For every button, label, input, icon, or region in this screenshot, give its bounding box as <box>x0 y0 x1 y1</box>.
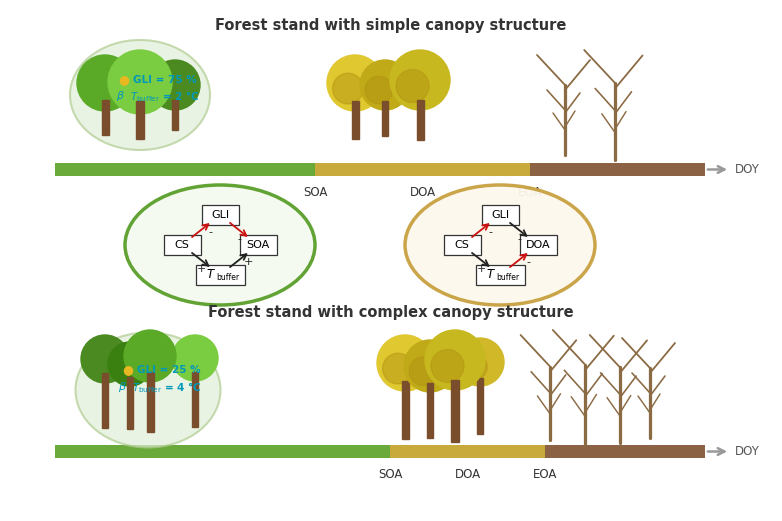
FancyBboxPatch shape <box>351 101 358 139</box>
Text: SOA: SOA <box>303 186 327 199</box>
Circle shape <box>81 335 129 383</box>
Circle shape <box>77 55 133 111</box>
FancyBboxPatch shape <box>545 445 705 458</box>
Text: DOY: DOY <box>735 445 760 458</box>
Text: SOA: SOA <box>378 468 402 481</box>
Text: $\beta$: $\beta$ <box>117 380 127 394</box>
Text: -: - <box>208 227 212 237</box>
Circle shape <box>150 60 200 110</box>
Text: $T$: $T$ <box>206 268 216 281</box>
FancyBboxPatch shape <box>146 371 153 431</box>
Text: DOY: DOY <box>735 163 760 176</box>
Text: DOA: DOA <box>454 468 481 481</box>
Circle shape <box>108 50 172 114</box>
Text: +: + <box>243 257 253 267</box>
Text: -: - <box>518 234 522 244</box>
Text: GLI = 75 %: GLI = 75 % <box>133 75 197 85</box>
Ellipse shape <box>70 40 210 150</box>
FancyBboxPatch shape <box>102 100 109 135</box>
Text: EOA: EOA <box>533 468 558 481</box>
Text: +: + <box>477 264 486 275</box>
Text: CS: CS <box>174 240 189 250</box>
Circle shape <box>360 60 410 110</box>
Text: ●: ● <box>119 73 130 86</box>
FancyBboxPatch shape <box>55 163 315 176</box>
Circle shape <box>431 350 464 382</box>
Text: -: - <box>488 227 492 237</box>
FancyBboxPatch shape <box>443 235 480 255</box>
FancyBboxPatch shape <box>382 101 388 137</box>
FancyBboxPatch shape <box>55 445 390 458</box>
Text: CS: CS <box>454 240 469 250</box>
Circle shape <box>425 330 485 390</box>
Circle shape <box>377 335 433 391</box>
Text: EOA: EOA <box>518 186 542 199</box>
Circle shape <box>404 340 456 392</box>
FancyBboxPatch shape <box>519 235 557 255</box>
Text: Forest stand with complex canopy structure: Forest stand with complex canopy structu… <box>208 305 574 320</box>
FancyBboxPatch shape <box>239 235 277 255</box>
FancyBboxPatch shape <box>451 379 459 441</box>
Circle shape <box>108 342 152 386</box>
FancyBboxPatch shape <box>136 101 144 139</box>
FancyBboxPatch shape <box>401 381 408 439</box>
Text: GLI = 25 %: GLI = 25 % <box>137 365 201 375</box>
Text: buffer: buffer <box>217 272 239 281</box>
Text: ●: ● <box>123 364 134 377</box>
Text: GLI: GLI <box>491 210 509 220</box>
Circle shape <box>382 353 414 384</box>
FancyBboxPatch shape <box>477 378 483 433</box>
FancyBboxPatch shape <box>427 383 433 438</box>
Circle shape <box>365 76 393 104</box>
Circle shape <box>456 338 504 386</box>
Text: $T_{\rm buffer}$ = 4 °C: $T_{\rm buffer}$ = 4 °C <box>132 381 201 395</box>
Ellipse shape <box>125 185 315 305</box>
Text: -: - <box>526 257 530 267</box>
Circle shape <box>396 69 429 103</box>
Circle shape <box>172 335 218 381</box>
FancyBboxPatch shape <box>417 100 424 140</box>
FancyBboxPatch shape <box>163 235 200 255</box>
Circle shape <box>124 330 176 382</box>
Text: $T$: $T$ <box>486 268 496 281</box>
FancyBboxPatch shape <box>475 265 525 285</box>
FancyBboxPatch shape <box>530 163 705 176</box>
Text: DOA: DOA <box>410 186 436 199</box>
FancyBboxPatch shape <box>315 163 530 176</box>
Circle shape <box>409 357 438 386</box>
Ellipse shape <box>405 185 595 305</box>
Text: DOA: DOA <box>526 240 551 250</box>
Text: buffer: buffer <box>497 272 519 281</box>
FancyBboxPatch shape <box>202 205 239 225</box>
Circle shape <box>332 73 364 104</box>
Text: +: + <box>197 264 206 275</box>
Ellipse shape <box>76 332 221 448</box>
Text: -: - <box>238 234 242 244</box>
FancyBboxPatch shape <box>127 377 133 429</box>
FancyBboxPatch shape <box>482 205 518 225</box>
FancyBboxPatch shape <box>196 265 245 285</box>
Circle shape <box>390 50 450 110</box>
Circle shape <box>461 354 487 380</box>
Text: GLI: GLI <box>211 210 229 220</box>
Text: $T_{\rm buffer}$ = 2 °C: $T_{\rm buffer}$ = 2 °C <box>130 90 199 104</box>
Text: Forest stand with simple canopy structure: Forest stand with simple canopy structur… <box>215 18 567 33</box>
Text: SOA: SOA <box>246 240 270 250</box>
Text: $\beta$: $\beta$ <box>116 89 124 103</box>
Circle shape <box>327 55 383 111</box>
FancyBboxPatch shape <box>172 100 178 130</box>
FancyBboxPatch shape <box>192 372 198 427</box>
FancyBboxPatch shape <box>390 445 545 458</box>
FancyBboxPatch shape <box>102 374 108 428</box>
